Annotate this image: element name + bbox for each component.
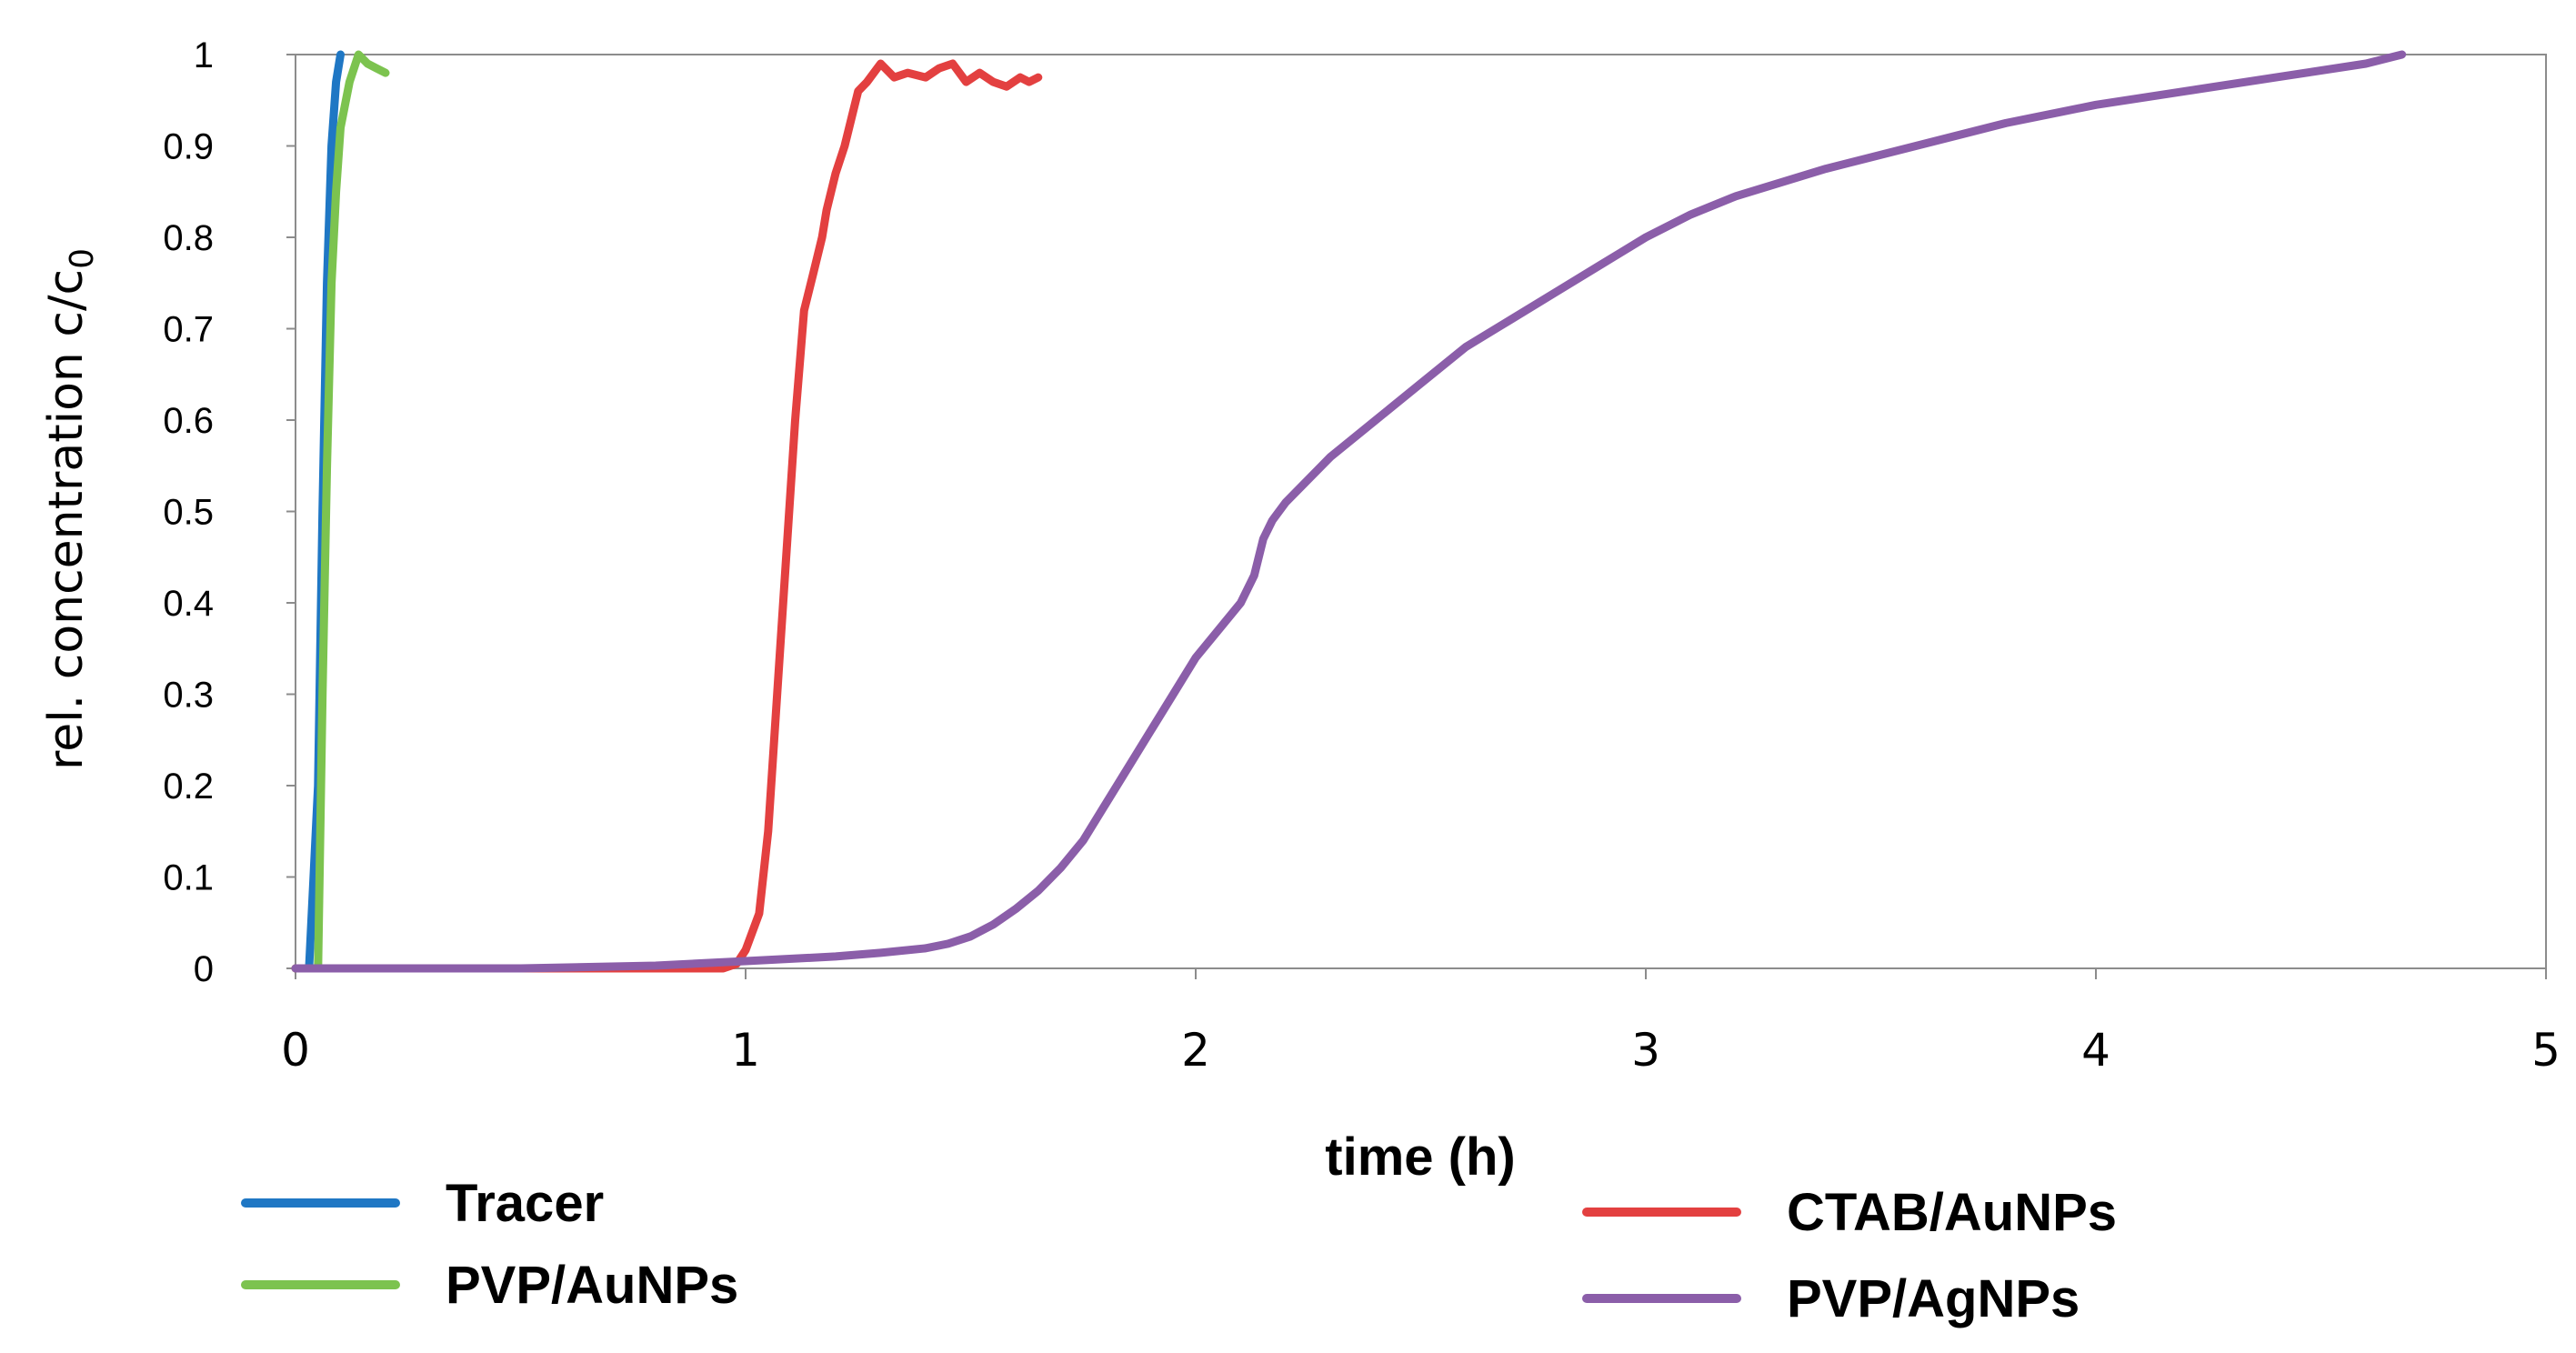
y-axis-label-subscript: 0 bbox=[64, 248, 101, 269]
x-tick-label: 4 bbox=[2081, 1024, 2110, 1077]
x-tick-label: 1 bbox=[731, 1024, 760, 1077]
y-tick-label: 0.8 bbox=[163, 218, 214, 258]
y-tick-label: 0 bbox=[194, 949, 214, 989]
legend-label-pvp-agnps: PVP/AgNPs bbox=[1787, 1269, 2080, 1328]
y-tick-label: 0.9 bbox=[163, 127, 214, 167]
y-tick-label: 0.2 bbox=[163, 767, 214, 807]
y-tick-label: 0.5 bbox=[163, 493, 214, 533]
x-axis-ticks: 0 1 2 3 4 5 bbox=[281, 968, 2561, 1077]
y-axis-label-main: rel. concentration c/c bbox=[39, 269, 94, 770]
y-tick-label: 0.1 bbox=[163, 858, 214, 898]
legend-label-ctab-aunps: CTAB/AuNPs bbox=[1787, 1183, 2117, 1242]
x-axis-label: time (h) bbox=[1325, 1128, 1515, 1187]
y-tick-label: 0.7 bbox=[163, 310, 214, 350]
plot-area bbox=[295, 54, 2547, 969]
legend-label-pvp-aunps: PVP/AuNPs bbox=[446, 1256, 738, 1315]
series-line-ctab-aunps bbox=[291, 59, 1043, 973]
legend: Tracer PVP/AuNPs CTAB/AuNPs PVP/AgNPs bbox=[241, 1174, 2117, 1328]
y-tick-label: 0.4 bbox=[163, 584, 214, 624]
y-tick-label: 0.3 bbox=[163, 676, 214, 716]
y-axis-ticks: 0 0.1 0.2 0.3 0.4 0.5 0.6 0.7 0.8 0.9 1 bbox=[163, 35, 296, 989]
legend-label-tracer: Tracer bbox=[446, 1174, 604, 1233]
x-tick-label: 0 bbox=[281, 1024, 310, 1077]
x-tick-label: 2 bbox=[1181, 1024, 1210, 1077]
series-lines bbox=[291, 50, 2407, 973]
x-tick-label: 5 bbox=[2531, 1024, 2561, 1077]
y-axis-label: rel. concentration c/c0 bbox=[39, 248, 101, 770]
y-tick-label: 1 bbox=[194, 35, 214, 75]
y-tick-label: 0.6 bbox=[163, 401, 214, 441]
x-tick-label: 3 bbox=[1631, 1024, 1660, 1077]
series-line-pvp-agnps bbox=[291, 50, 2407, 973]
